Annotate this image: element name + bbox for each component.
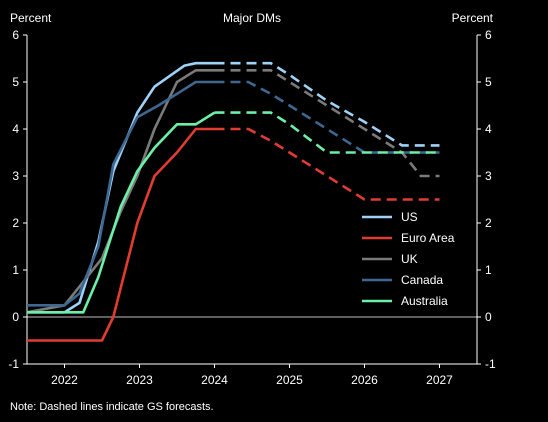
chart-legend: US Euro Area UK Canada Australia — [362, 210, 455, 308]
y-tick-label-right: -1 — [485, 357, 496, 371]
y-tick-label-left: 0 — [12, 310, 19, 324]
legend-label-uk: UK — [401, 252, 418, 266]
chart-axes: -1 -1 0 0 1 1 2 2 3 3 4 4 5 5 6 6 2022 2023 2024 2025 2026 20… — [8, 28, 496, 387]
series-line-canada-actual — [27, 80, 215, 307]
y-tick-label-left: 2 — [12, 216, 19, 230]
y-axis-label-left: Percent — [10, 11, 52, 25]
y-tick-label-right: 1 — [485, 263, 492, 277]
series-line-us-forecast — [214, 61, 440, 147]
x-tick-label: 2027 — [426, 373, 453, 387]
legend-label-us: US — [401, 210, 418, 224]
y-tick-label-left: -1 — [8, 357, 19, 371]
y-tick-label-left: 5 — [12, 75, 19, 89]
legend-label-canada: Canada — [401, 273, 443, 287]
chart-title: Major DMs — [223, 11, 281, 25]
legend-label-euro-area: Euro Area — [401, 231, 455, 245]
y-tick-label-right: 6 — [485, 28, 492, 42]
x-tick-label: 2022 — [51, 373, 78, 387]
series-line-uk-actual — [26, 69, 215, 314]
y-tick-label-right: 5 — [485, 75, 492, 89]
y-tick-label-left: 3 — [12, 169, 19, 183]
x-tick-label: 2024 — [201, 373, 228, 387]
y-tick-label-right: 2 — [485, 216, 492, 230]
series-line-uk-forecast — [214, 69, 440, 178]
series-line-us-actual — [27, 61, 215, 314]
y-tick-label-right: 0 — [485, 310, 492, 324]
y-tick-label-right: 3 — [485, 169, 492, 183]
series-line-australia-forecast — [214, 111, 440, 154]
y-axis-label-right: Percent — [452, 11, 494, 25]
legend-label-australia: Australia — [401, 294, 448, 308]
y-tick-label-left: 4 — [12, 122, 19, 136]
x-tick-label: 2023 — [126, 373, 153, 387]
y-tick-label-left: 6 — [12, 28, 19, 42]
series-line-australia-actual — [27, 111, 216, 314]
y-tick-label-right: 4 — [485, 122, 492, 136]
series-line-euro-area-actual — [27, 127, 215, 342]
chart-series — [26, 61, 440, 342]
series-line-canada-forecast — [214, 80, 440, 154]
x-tick-label: 2025 — [276, 373, 303, 387]
chart-note: Note: Dashed lines indicate GS forecasts… — [10, 401, 214, 413]
series-line-euro-area-forecast — [214, 127, 440, 201]
x-tick-label: 2026 — [351, 373, 378, 387]
y-tick-label-left: 1 — [12, 263, 19, 277]
